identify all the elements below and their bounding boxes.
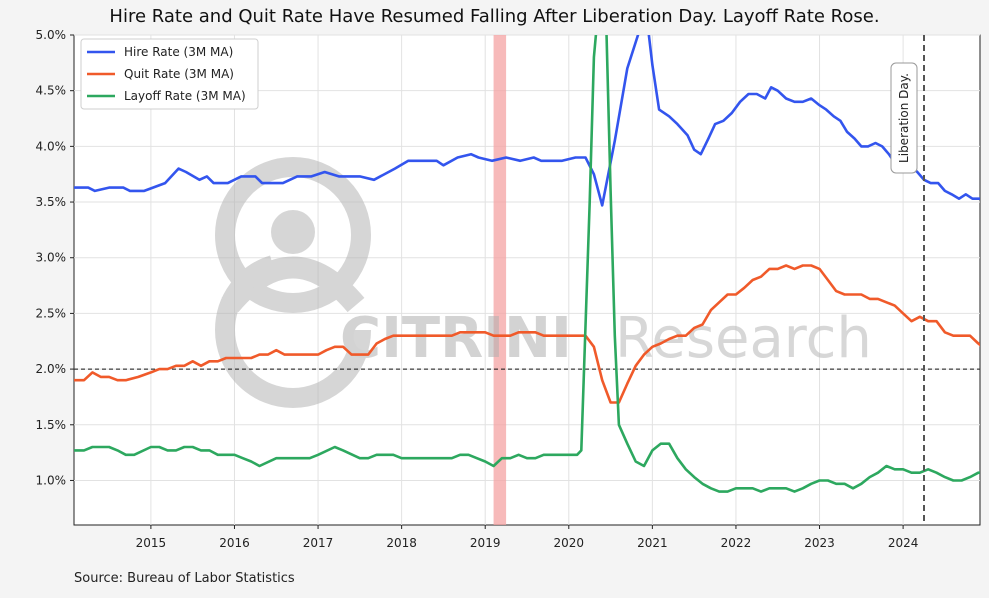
y-tick-label: 4.0% [36,139,67,153]
legend: Hire Rate (3M MA) Quit Rate (3M MA) Layoff… [80,38,259,110]
y-tick-label: 2.5% [36,306,67,320]
x-tick-label-2019: 2019 [470,536,501,550]
grid-lines [74,34,980,525]
watermark-head-icon [271,210,315,254]
legend-label-quit-rate-m-ma: Quit Rate (3M MA) [124,67,234,81]
annotation-layer: Liberation Day. [890,35,926,525]
shaded-region [493,35,507,525]
y-axis-ticks: 1.0% 1.5% 2.0% 2.5% 3.0% 3.5% 4.0% 4.5% 5.0% [36,28,74,487]
y-tick-label: 2.0% [36,362,67,376]
watermark-bold-text: CITRINI [340,306,572,371]
y-tick-label: 3.5% [36,195,67,209]
watermark-lower-ring-icon [215,252,371,408]
x-tick-label-2016: 2016 [219,536,250,550]
x-tick-label-2017: 2017 [303,536,334,550]
series-line-hire-rate-m-ma [74,35,980,207]
y-tick-label: 3.0% [36,251,67,265]
x-tick-label-2020: 2020 [554,536,585,550]
y-tick-label: 1.5% [36,418,67,432]
citrini-watermark: CITRINI Research [215,157,872,408]
chart-title: Hire Rate and Quit Rate Have Resumed Fal… [109,6,880,27]
y-tick-label: 5.0% [36,28,67,42]
x-tick-label-2022: 2022 [721,536,752,550]
legend-label-layoff-rate-m-ma: Layoff Rate (3M MA) [124,89,246,103]
legend-box [80,38,259,110]
legend-label-hire-rate-m-ma: Hire Rate (3M MA) [124,45,233,59]
series-line-layoff-rate-m-ma [74,35,980,493]
x-tick-label-2024: 2024 [888,536,919,550]
x-tick-label-2018: 2018 [386,536,417,550]
x-tick-label-2023: 2023 [804,536,835,550]
y-tick-label: 1.0% [36,473,67,487]
series-line-quit-rate-m-ma [74,264,980,404]
source-note: Source: Bureau of Labor Statistics [74,571,295,586]
recession-shade [493,35,507,525]
x-axis-ticks: 2015 2016 2017 2018 2019 2020 2021 2022 2023 2024 [136,525,919,550]
series-layer [74,35,980,493]
annotation-box [890,62,918,174]
x-tick-label-2021: 2021 [637,536,668,550]
annotation-label: Liberation Day. [897,73,911,163]
watermark-light-text: Research [615,306,872,371]
watermark-ring-icon [215,157,371,313]
y-tick-label: 4.5% [36,84,67,98]
x-tick-label-2015: 2015 [136,536,167,550]
